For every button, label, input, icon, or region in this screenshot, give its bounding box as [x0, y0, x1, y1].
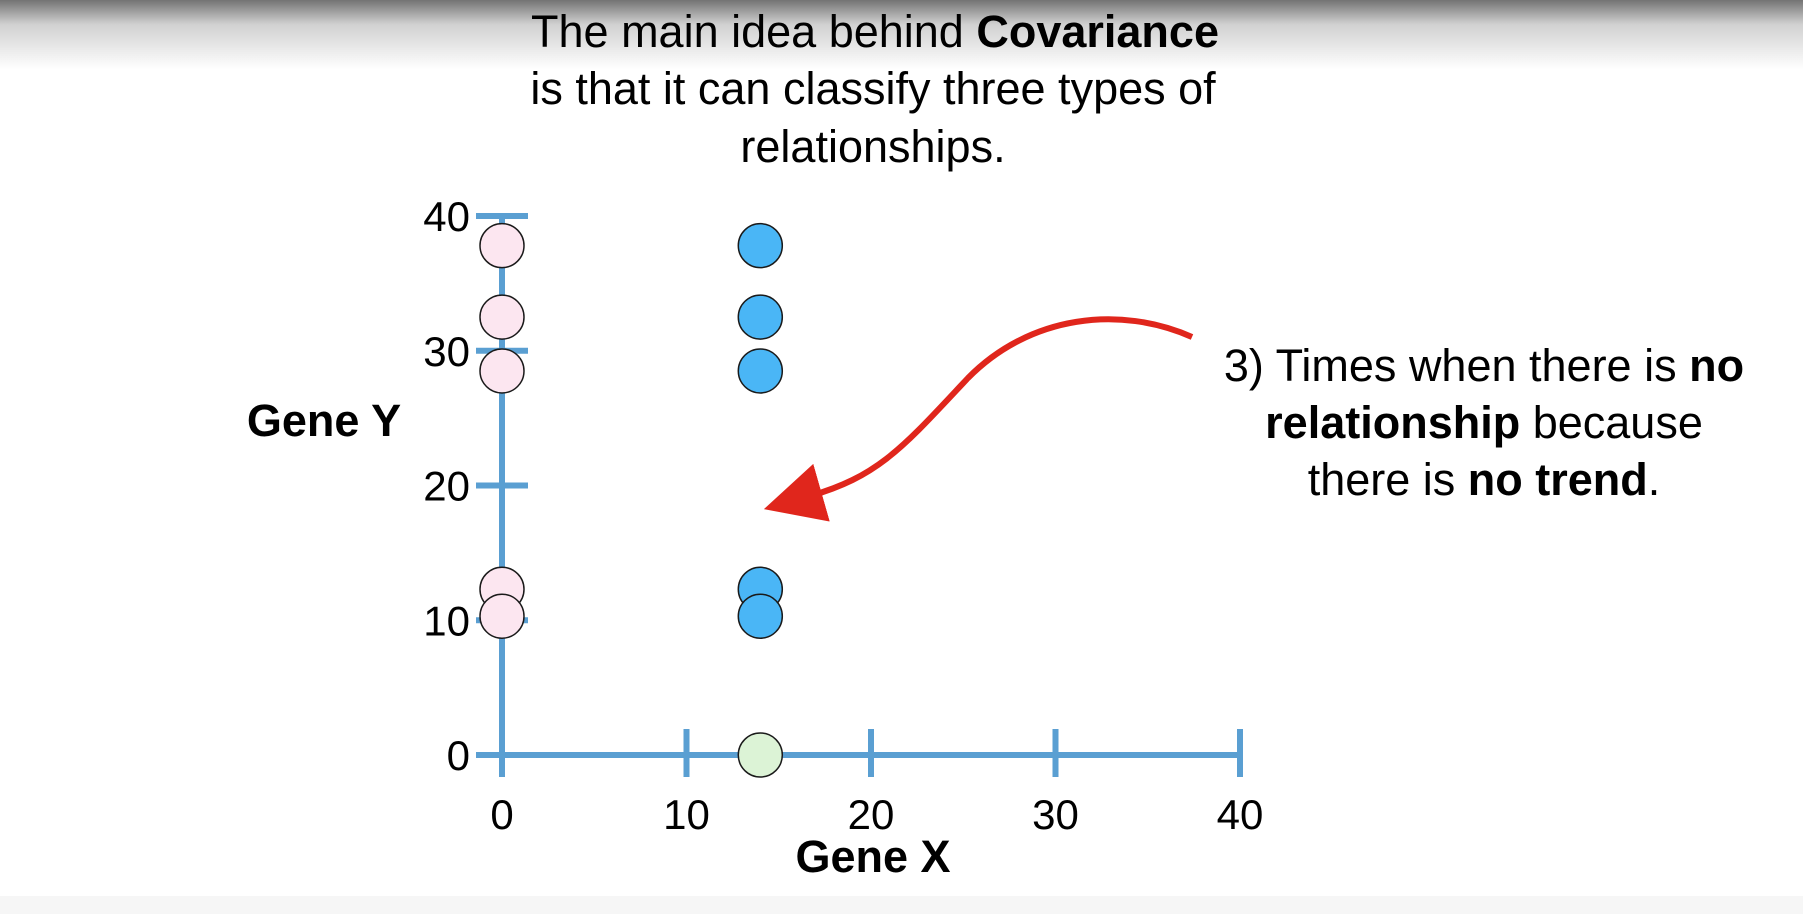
title-line1-text: The main idea behind [531, 6, 976, 57]
y-tick-label: 10 [423, 597, 470, 644]
data-points [479, 222, 784, 778]
annotation-line1-text: 3) Times when there is [1224, 340, 1689, 391]
annotation-line3-end: . [1648, 454, 1661, 505]
x-tick-label: 40 [1217, 791, 1264, 838]
y-tick-label: 40 [423, 193, 470, 240]
y-axis-label: Gene Y [247, 395, 401, 446]
annotation-arrow [763, 316, 1194, 522]
chart-title: The main idea behind Covariance [531, 6, 1219, 57]
title-line1-bold: Covariance [976, 6, 1219, 57]
annotation-line2: relationship because [1265, 397, 1703, 448]
y-tick-label: 20 [423, 463, 470, 510]
data-point [479, 593, 525, 639]
x-axis-label: Gene X [795, 831, 950, 882]
data-point [737, 222, 784, 269]
chart-title-line3: relationships. [740, 121, 1005, 172]
chart-title-line2: is that it can classify three types of [530, 63, 1216, 114]
y-tick-label: 30 [423, 328, 470, 375]
data-point [479, 348, 525, 394]
data-point [737, 732, 784, 778]
annotation-line3: there is no trend. [1308, 454, 1661, 505]
y-tick-label: 0 [447, 732, 470, 779]
x-tick-label: 30 [1032, 791, 1079, 838]
annotation-line3-text: there is [1308, 454, 1468, 505]
data-point [479, 222, 525, 269]
annotation-line1-bold: no [1689, 340, 1744, 391]
annotation-line3-bold: no trend [1468, 454, 1648, 505]
annotation-line1: 3) Times when there is no [1224, 340, 1744, 391]
video-bottom-strip [0, 896, 1803, 914]
x-tick-label: 20 [848, 791, 895, 838]
annotation-line2-bold: relationship [1265, 397, 1520, 448]
data-point [737, 593, 784, 639]
data-point [737, 348, 784, 394]
data-point [479, 294, 525, 340]
x-tick-label: 10 [663, 791, 710, 838]
axes: 0 10 20 30 40 0 10 20 30 40 [423, 193, 1263, 838]
data-point [737, 294, 784, 340]
x-tick-label: 0 [490, 791, 513, 838]
annotation-line2-text: because [1520, 397, 1703, 448]
